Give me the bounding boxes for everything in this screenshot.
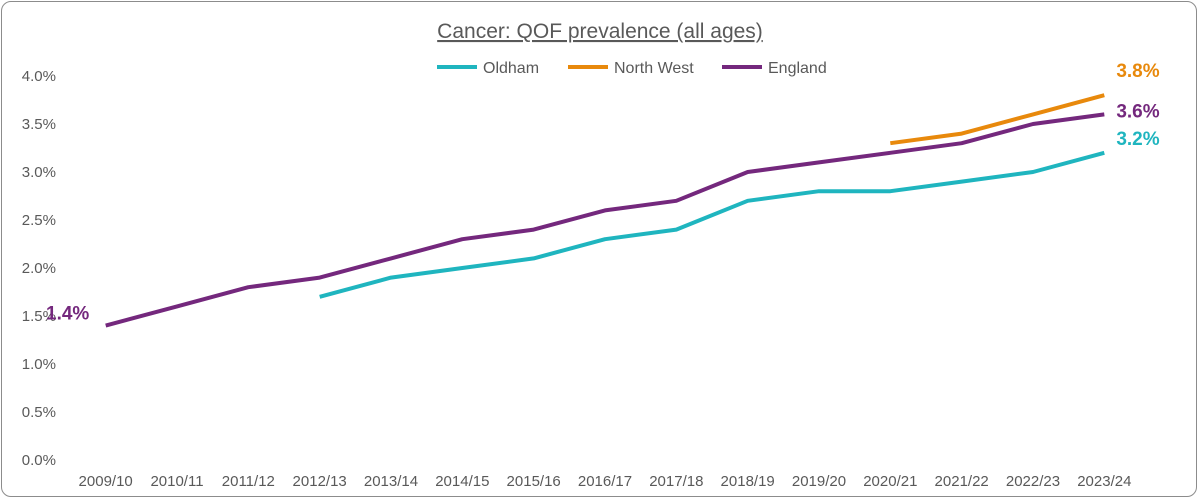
- x-tick-label: 2010/11: [150, 473, 203, 490]
- x-tick-label: 2021/22: [935, 473, 989, 490]
- y-tick-label: 3.0%: [22, 164, 56, 181]
- x-tick-label: 2020/21: [863, 473, 917, 490]
- y-tick-label: 2.5%: [22, 212, 56, 229]
- legend-label: England: [768, 60, 827, 77]
- y-tick-label: 1.0%: [22, 356, 56, 373]
- series-lines: [105, 93, 1105, 328]
- x-tick-label: 2016/17: [578, 473, 632, 490]
- series-line-north-west: [890, 93, 1105, 146]
- y-tick-label: 0.0%: [22, 452, 56, 469]
- legend-label: Oldham: [483, 60, 539, 77]
- x-tick-label: 2013/14: [364, 473, 418, 490]
- y-tick-label: 0.5%: [22, 404, 56, 421]
- x-tick-label: 2017/18: [649, 473, 703, 490]
- legend-label: North West: [614, 60, 694, 77]
- x-tick-label: 2018/19: [721, 473, 775, 490]
- data-labels: 3.2% 3.8% 3.6% 1.4%: [46, 61, 1160, 324]
- series-line-england: [105, 112, 1105, 328]
- end-data-label: 3.2%: [1116, 129, 1159, 150]
- y-tick-label: 1.5%: [22, 308, 56, 325]
- y-tick-label: 4.0%: [22, 68, 56, 85]
- end-data-label: 3.6%: [1116, 101, 1159, 122]
- x-tick-label: 2023/24: [1077, 473, 1131, 490]
- chart-title: Cancer: QOF prevalence (all ages): [437, 20, 763, 43]
- x-tick-label: 2019/20: [792, 473, 846, 490]
- x-axis: 2009/10 2010/11 2011/12 2012/13 2013/14 2014/…: [79, 473, 1132, 490]
- x-tick-label: 2012/13: [293, 473, 347, 490]
- legend: Oldham North West England: [437, 60, 827, 77]
- x-tick-label: 2022/23: [1006, 473, 1060, 490]
- y-tick-label: 3.5%: [22, 116, 56, 133]
- end-data-label: 3.8%: [1116, 61, 1159, 82]
- x-tick-label: 2011/12: [222, 473, 275, 490]
- start-data-label: 1.4%: [46, 304, 89, 325]
- x-tick-label: 2015/16: [507, 473, 561, 490]
- y-tick-label: 2.0%: [22, 260, 56, 277]
- series-line-oldham: [319, 150, 1105, 299]
- y-axis: 0.0% 0.5% 1.0% 1.5% 2.0% 2.5% 3.0% 3.5% 4.0%: [22, 68, 56, 469]
- x-tick-label: 2014/15: [435, 473, 489, 490]
- x-tick-label: 2009/10: [79, 473, 133, 490]
